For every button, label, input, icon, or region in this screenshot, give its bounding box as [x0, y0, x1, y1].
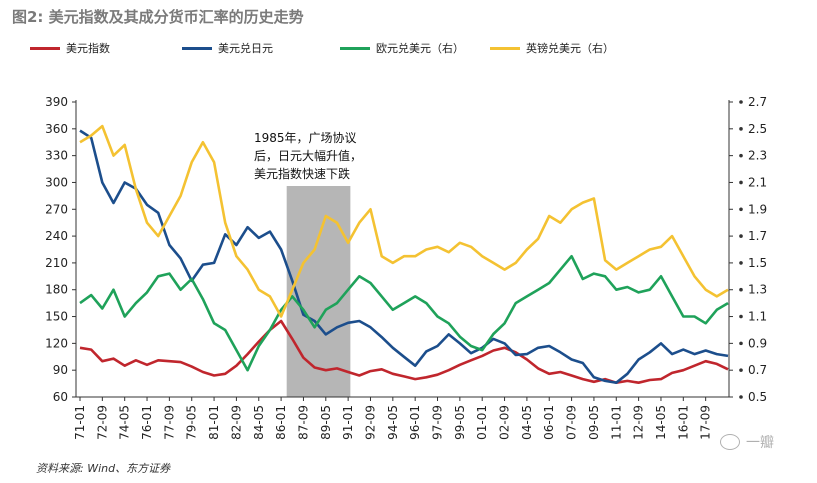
chart-title: 图2: 美元指数及其成分货币汇率的历史走势	[12, 8, 304, 26]
legend-swatch	[182, 46, 212, 50]
right-axis-tick-label: 1.7	[748, 229, 767, 243]
wechat-icon	[720, 434, 740, 450]
left-axis-tick-label: 210	[45, 256, 68, 270]
legend-item: 美元兑日元	[182, 40, 273, 56]
annotation-shade	[286, 186, 351, 397]
x-axis-tick-label: 84-05	[252, 405, 266, 440]
right-axis-tick-label: 1.9	[748, 202, 767, 216]
x-axis-tick-label: 96-01	[408, 405, 422, 440]
x-axis-tick-label: 12-09	[632, 405, 646, 440]
left-axis-tick-label: 300	[45, 175, 68, 189]
legend-item: 欧元兑美元（右）	[340, 40, 464, 56]
x-axis-tick-label: 81-01	[207, 405, 221, 440]
right-axis-dot	[739, 153, 743, 158]
x-axis-tick-label: 87-09	[296, 405, 310, 440]
x-axis-tick-label: 04-05	[520, 405, 534, 440]
x-axis-tick-label: 71-01	[73, 405, 87, 440]
left-axis-tick-label: 90	[53, 363, 68, 377]
right-axis-dot	[739, 100, 743, 104]
right-axis-dot	[739, 234, 743, 238]
left-axis-tick-label: 330	[45, 149, 68, 163]
right-axis-dot	[739, 314, 743, 319]
right-axis-tick-label: 0.5	[748, 390, 767, 404]
x-axis-tick-label: 14-05	[654, 405, 668, 440]
x-axis-tick-label: 09-05	[587, 405, 601, 440]
annotation-text: 美元指数快速下跌	[254, 166, 350, 181]
x-axis-tick-label: 94-05	[386, 405, 400, 440]
left-axis-tick-label: 360	[45, 122, 68, 136]
legend: 美元指数 美元兑日元 欧元兑美元（右） 英镑兑美元（右）	[30, 40, 810, 56]
right-axis-dot	[739, 261, 743, 265]
x-axis-tick-label: 07-09	[565, 405, 579, 440]
left-axis-tick-label: 390	[45, 95, 68, 109]
x-axis-tick-label: 91-01	[341, 405, 355, 440]
right-axis-dot	[739, 341, 743, 346]
x-axis-tick-label: 02-09	[498, 405, 512, 440]
series-line	[79, 319, 729, 384]
right-axis-tick-label: 1.5	[748, 256, 767, 270]
left-axis-tick-label: 270	[45, 202, 68, 216]
right-axis-tick-label: 2.3	[748, 149, 767, 163]
x-axis-tick-label: 11-01	[609, 405, 623, 440]
source-note: 资料来源: Wind、东方证券	[36, 462, 171, 475]
legend-label: 欧元兑美元（右）	[376, 42, 464, 55]
x-axis-tick-label: 76-01	[140, 405, 154, 440]
legend-label: 英镑兑美元（右）	[526, 42, 614, 55]
legend-swatch	[30, 46, 60, 50]
right-axis-tick-label: 2.5	[748, 122, 767, 136]
right-axis-tick-label: 0.9	[748, 336, 767, 350]
legend-swatch	[490, 46, 520, 50]
x-axis-tick-label: 01-01	[475, 405, 489, 440]
right-axis-tick-label: 1.1	[748, 310, 767, 324]
right-axis-dot	[739, 207, 743, 212]
x-axis-tick-label: 16-01	[676, 405, 690, 440]
x-axis-tick-label: 82-09	[229, 405, 243, 440]
legend-item: 英镑兑美元（右）	[490, 40, 614, 56]
right-axis-dot	[739, 127, 743, 131]
x-axis-tick-label: 97-09	[431, 405, 445, 440]
legend-label: 美元兑日元	[218, 42, 273, 55]
right-axis-tick-label: 2.7	[748, 95, 767, 109]
left-axis-tick-label: 60	[53, 390, 68, 404]
x-axis-tick-label: 77-09	[162, 405, 176, 440]
annotation-text: 1985年，广场协议	[254, 130, 357, 145]
annotation-text: 后，日元大幅升值，	[254, 148, 362, 163]
series-line	[79, 124, 729, 318]
x-axis-tick-label: 99-05	[453, 405, 467, 440]
right-axis-dot	[739, 287, 743, 292]
x-axis-tick-label: 17-09	[699, 405, 713, 440]
right-axis-dot	[739, 368, 743, 372]
x-axis-tick-label: 74-05	[118, 405, 132, 440]
series-line	[79, 129, 729, 384]
legend-swatch	[340, 46, 370, 50]
right-axis-tick-label: 0.7	[748, 363, 767, 377]
left-axis-tick-label: 180	[45, 283, 68, 297]
right-axis-tick-label: 2.1	[748, 175, 767, 189]
legend-label: 美元指数	[66, 42, 110, 55]
left-axis-tick-label: 240	[45, 229, 68, 243]
right-axis-dot	[739, 395, 743, 399]
x-axis-tick-label: 89-05	[319, 405, 333, 440]
left-axis-tick-label: 150	[45, 310, 68, 324]
left-axis-tick-label: 120	[45, 336, 68, 350]
x-axis-tick-label: 72-09	[95, 405, 109, 440]
watermark-text: 一瓣	[746, 435, 774, 451]
x-axis-tick-label: 06-01	[542, 405, 556, 440]
right-axis-tick-label: 1.3	[748, 283, 767, 297]
right-axis-dot	[739, 180, 743, 185]
watermark: 一瓣	[720, 432, 774, 452]
legend-item: 美元指数	[30, 40, 110, 56]
series-line	[79, 254, 729, 372]
x-axis-tick-label: 79-05	[185, 405, 199, 440]
x-axis-tick-label: 92-09	[363, 405, 377, 440]
x-axis-tick-label: 86-01	[274, 405, 288, 440]
